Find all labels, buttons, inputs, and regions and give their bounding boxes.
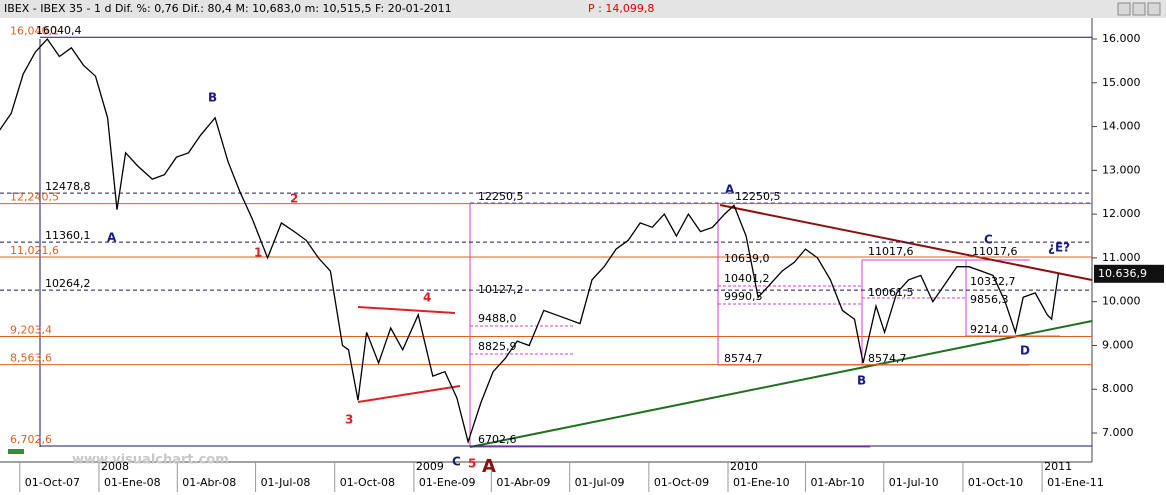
x-tick-label: 01-Abr-10 (810, 476, 864, 489)
annotation: 10401,2 (724, 272, 770, 285)
annotation: 4 (423, 291, 431, 305)
close-button[interactable] (1147, 2, 1161, 16)
x-tick-label: 01-Ene-10 (733, 476, 790, 489)
header-bar (0, 0, 1166, 18)
x-tick-label: 01-Oct-09 (654, 476, 709, 489)
y-tick-label: 12.000 (1102, 207, 1141, 220)
x-tick-label: 01-Abr-09 (496, 476, 550, 489)
x-tick-label: 01-Oct-10 (968, 476, 1023, 489)
annotation: 9856,3 (970, 293, 1009, 306)
annotation: 16040,4 (36, 24, 82, 37)
annotation: 2 (290, 192, 298, 206)
annotation: 12250,5 (735, 190, 781, 203)
level-label: 9,203,4 (10, 324, 52, 337)
x-tick-label: 01-Oct-07 (25, 476, 80, 489)
y-tick-label: 8.000 (1102, 382, 1134, 395)
annotation: C (984, 233, 993, 247)
y-tick-label: 16.000 (1102, 32, 1141, 45)
annotation: 11017,6 (972, 245, 1018, 258)
annotation: 10127,2 (478, 283, 524, 296)
annotation: D (1020, 344, 1030, 358)
x-tick-label: 01-Abr-08 (182, 476, 236, 489)
level-label: 10264,2 (45, 277, 91, 290)
annotation: 9990,3 (724, 290, 763, 303)
level-label: 12,240,5 (10, 191, 59, 204)
annotation: 5 (468, 457, 476, 471)
year-label: 2010 (730, 460, 758, 473)
x-tick-label: 01-Ene-09 (419, 476, 476, 489)
year-label: 2008 (101, 460, 129, 473)
minimize-button[interactable] (1117, 2, 1131, 16)
annotation: 10332,7 (970, 275, 1016, 288)
price-line (0, 37, 1060, 445)
y-tick-label: 7.000 (1102, 426, 1134, 439)
level-label: 12250,5 (478, 190, 524, 203)
year-label: 2009 (416, 460, 444, 473)
x-tick-label: 01-Jul-09 (575, 476, 625, 489)
header-text: IBEX - IBEX 35 - 1 d Dif. %: 0,76 Dif.: … (4, 2, 452, 15)
annotation: 1 (254, 246, 262, 260)
level-label: 11360,1 (45, 229, 91, 242)
annotation: A (482, 456, 496, 477)
x-tick-label: 01-Jul-10 (889, 476, 939, 489)
trendline (469, 320, 1093, 448)
header-price: P : 14,099,8 (588, 2, 654, 15)
y-tick-label: 14.000 (1102, 120, 1141, 133)
annotation: ¿E? (1048, 241, 1070, 255)
marker-icon (8, 449, 24, 454)
y-tick-label: 11.000 (1102, 251, 1141, 264)
last-price-box (1094, 264, 1164, 283)
level-label: 6,702,6 (10, 433, 52, 446)
y-tick-label: 13.000 (1102, 163, 1141, 176)
last-price-label: 10.636,9 (1098, 267, 1147, 280)
annotation: 8574,7 (868, 352, 907, 365)
annotation: C (452, 455, 461, 469)
x-tick-label: 01-Oct-08 (340, 476, 395, 489)
trendline (357, 306, 456, 314)
annotation: A (725, 183, 735, 197)
y-tick-label: 10.000 (1102, 295, 1141, 308)
level-label: 11,021,6 (10, 244, 59, 257)
y-tick-label: 9.000 (1102, 338, 1134, 351)
maximize-button[interactable] (1132, 2, 1146, 16)
annotation: 10639,0 (724, 252, 770, 265)
level-label: 8,563,6 (10, 352, 52, 365)
trendline (357, 385, 461, 403)
watermark: www.visualchart.com (72, 453, 229, 468)
annotation: A (107, 231, 117, 245)
x-tick-label: 01-Jul-08 (261, 476, 311, 489)
y-tick-label: 15.000 (1102, 76, 1141, 89)
level-label: 16,040,1 (10, 24, 59, 37)
annotation: B (208, 91, 217, 105)
annotation: 8574,7 (724, 352, 763, 365)
annotation: 3 (345, 413, 353, 427)
annotation: 9214,0 (970, 323, 1009, 336)
annotation: 10061,5 (868, 286, 914, 299)
annotation: B (857, 374, 866, 388)
level-label: 12478,8 (45, 180, 91, 193)
annotation: 6702,6 (478, 433, 517, 446)
x-tick-label: 01-Ene-11 (1047, 476, 1104, 489)
x-tick-label: 01-Ene-08 (104, 476, 161, 489)
annotation: 9488,0 (478, 312, 517, 325)
year-label: 2011 (1044, 460, 1072, 473)
annotation: 11017,6 (868, 245, 914, 258)
annotation: 8825,9 (478, 340, 517, 353)
